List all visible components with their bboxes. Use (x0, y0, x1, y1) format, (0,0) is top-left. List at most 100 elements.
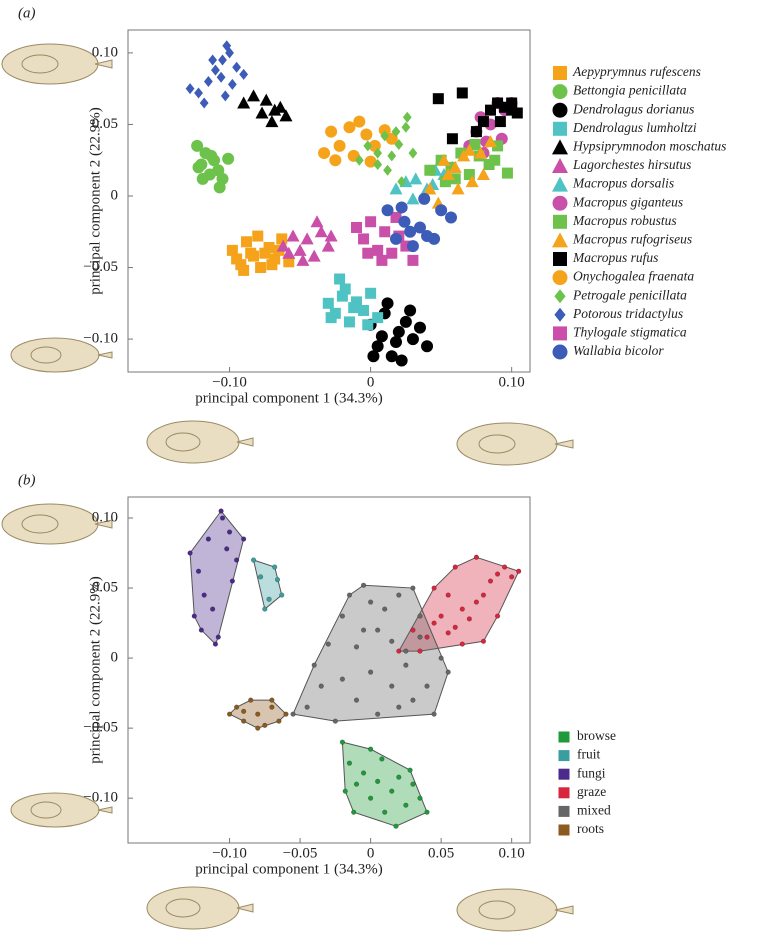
marker (218, 54, 227, 66)
marker (343, 121, 356, 134)
legend-label: Bettongia penicillata (573, 83, 687, 98)
marker (269, 253, 281, 265)
marker (466, 616, 472, 622)
legend-label: fungi (577, 765, 606, 780)
marker (198, 627, 204, 633)
marker (234, 704, 240, 710)
marker (296, 253, 310, 266)
marker (424, 809, 430, 815)
marker (365, 216, 377, 228)
legend-swatch (552, 84, 568, 100)
marker (456, 87, 468, 99)
marker (441, 168, 455, 181)
marker (404, 225, 417, 238)
marker (459, 606, 465, 612)
marker (435, 204, 448, 217)
marker (339, 739, 346, 745)
legend-label: Lagorchestes hirsutus (572, 157, 691, 172)
legend-swatch (558, 805, 570, 817)
marker (205, 149, 218, 162)
marker (269, 704, 275, 710)
marker (396, 592, 402, 598)
marker (396, 648, 402, 654)
marker (446, 133, 458, 145)
marker (398, 215, 411, 228)
panel: (a)−0.10 0 0.100.100.050−0.05−0.10principa… (18, 5, 726, 406)
marker (395, 201, 408, 214)
marker (368, 599, 374, 605)
marker (360, 770, 367, 776)
marker (311, 662, 317, 668)
legend-label: browse (577, 728, 616, 743)
marker (393, 823, 399, 829)
plot-frame (127, 496, 531, 844)
marker (401, 121, 411, 133)
marker (240, 236, 252, 248)
marker (455, 147, 467, 159)
y-tick-label: 0.05 (92, 579, 118, 595)
marker (368, 669, 374, 675)
skull-illustration (146, 886, 254, 930)
skull-illustration (146, 420, 254, 464)
marker (451, 182, 465, 195)
skull-illustration (10, 337, 113, 373)
marker (279, 109, 293, 122)
legend-swatch (553, 121, 567, 136)
marker (245, 247, 257, 259)
marker (378, 124, 391, 137)
marker (375, 627, 381, 633)
marker (241, 708, 247, 714)
marker (213, 181, 226, 194)
panel-label: (a) (18, 5, 36, 21)
legend: browse fruit fungi graze mixed roots (558, 728, 616, 836)
legend-label: Macropus rufus (572, 250, 658, 265)
legend-label: mixed (577, 802, 611, 817)
marker (300, 232, 314, 245)
skull-illustration (10, 792, 113, 828)
marker (381, 204, 394, 217)
marker (255, 106, 269, 119)
legend-label: Macropus dorsalis (572, 176, 674, 191)
legend-swatch (552, 102, 568, 118)
marker (307, 249, 321, 262)
skull-illustrations (1, 43, 574, 932)
marker (266, 596, 272, 602)
marker (276, 233, 288, 245)
marker (247, 89, 261, 102)
marker (362, 247, 374, 259)
marker (382, 606, 388, 612)
marker (483, 159, 495, 171)
marker (387, 150, 397, 162)
x-axis-label: principal component 1 (34.3%) (195, 390, 382, 406)
legend-label: Thylogale stigmatica (573, 324, 687, 339)
legend-label: Dendrolagus dorianus (572, 101, 694, 116)
marker (201, 592, 207, 598)
marker (406, 192, 420, 205)
marker (257, 574, 264, 580)
marker (360, 627, 367, 633)
marker (410, 627, 416, 633)
marker (421, 340, 434, 353)
marker (502, 564, 508, 570)
marker (399, 315, 412, 328)
marker (459, 641, 465, 647)
marker (406, 240, 419, 253)
y-tick-label: −0.10 (83, 790, 118, 806)
marker (470, 126, 482, 138)
marker (424, 683, 430, 689)
marker (494, 571, 501, 577)
marker (428, 232, 441, 245)
marker (259, 93, 273, 106)
marker (465, 175, 479, 188)
marker (379, 226, 391, 238)
marker (373, 147, 383, 159)
marker (407, 254, 419, 266)
marker (438, 655, 444, 661)
legend-swatch (554, 307, 566, 322)
marker (396, 704, 402, 710)
marker (241, 536, 247, 542)
marker (346, 592, 353, 598)
legend-label: Macropus giganteus (572, 194, 683, 209)
marker (255, 262, 267, 274)
legend-label: roots (577, 821, 604, 836)
